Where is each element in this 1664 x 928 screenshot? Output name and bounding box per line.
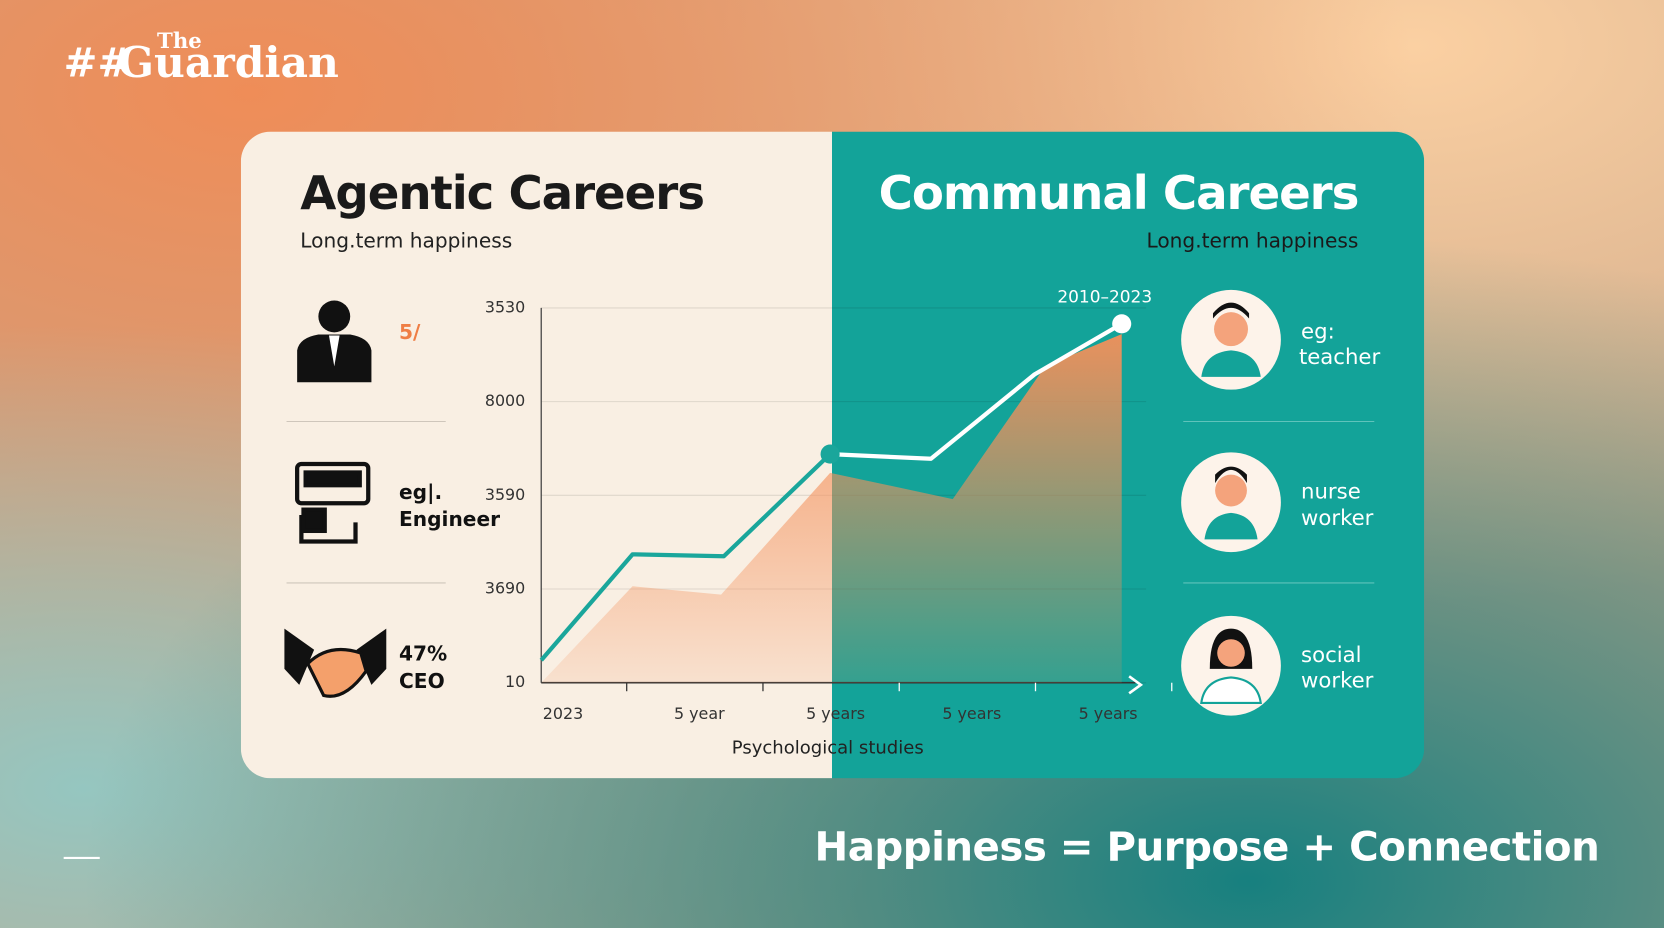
y-tick-label: 3690 — [485, 579, 525, 598]
logo-small: The — [157, 29, 202, 54]
teacher-avatar — [1181, 289, 1281, 390]
nurse-avatar — [1181, 452, 1281, 553]
x-axis-title: Psychological studies — [732, 738, 924, 759]
item-sub: CEO — [399, 669, 445, 693]
x-tick-label: 5 year — [674, 704, 725, 723]
right-subtitle: Long.term happiness — [1146, 229, 1358, 253]
y-tick-label: 3530 — [485, 297, 525, 316]
x-tick-label: 5 years — [1079, 704, 1138, 723]
handshake-icon — [284, 628, 387, 698]
tagline: Happiness = Purpose + Connection — [815, 823, 1600, 870]
item-sub: Engineer — [399, 507, 500, 531]
x-tick-label: 2023 — [543, 704, 583, 723]
left-title: Agentic Careers — [300, 167, 704, 221]
item-label: eg|. — [399, 480, 442, 504]
item-label: social — [1301, 643, 1361, 668]
logo: Guardian — [118, 38, 339, 88]
x-axis-arrow — [1128, 675, 1144, 695]
social-worker-avatar — [1181, 615, 1281, 716]
y-tick-label: 10 — [505, 672, 525, 691]
item-sub: teacher — [1299, 345, 1381, 370]
chart: 10 3690 3590 8000 3530 2023 5 year 5 years 5 yea… — [485, 287, 1173, 759]
item-label: eg: — [1301, 319, 1335, 344]
annotation: 2010–2023 — [1057, 287, 1152, 307]
left-subtitle: Long.term happiness — [300, 229, 512, 253]
businessman-icon — [297, 300, 372, 383]
item-sub: worker — [1301, 506, 1374, 531]
y-tick-label: 3590 — [485, 485, 525, 504]
logo-prefix: ## — [64, 38, 132, 86]
x-tick-label: 5 years — [942, 704, 1001, 723]
item-sub: worker — [1301, 669, 1374, 694]
item-label: 47% — [399, 642, 447, 666]
x-tick-label: 5 years — [806, 704, 865, 723]
point — [1112, 314, 1132, 334]
item-label: nurse — [1301, 480, 1361, 505]
y-tick-label: 8000 — [485, 391, 525, 410]
point — [820, 444, 840, 464]
item-label: 5/ — [399, 320, 421, 344]
computer-icon — [295, 461, 371, 544]
area — [541, 334, 1122, 683]
right-title: Communal Careers — [879, 167, 1359, 221]
